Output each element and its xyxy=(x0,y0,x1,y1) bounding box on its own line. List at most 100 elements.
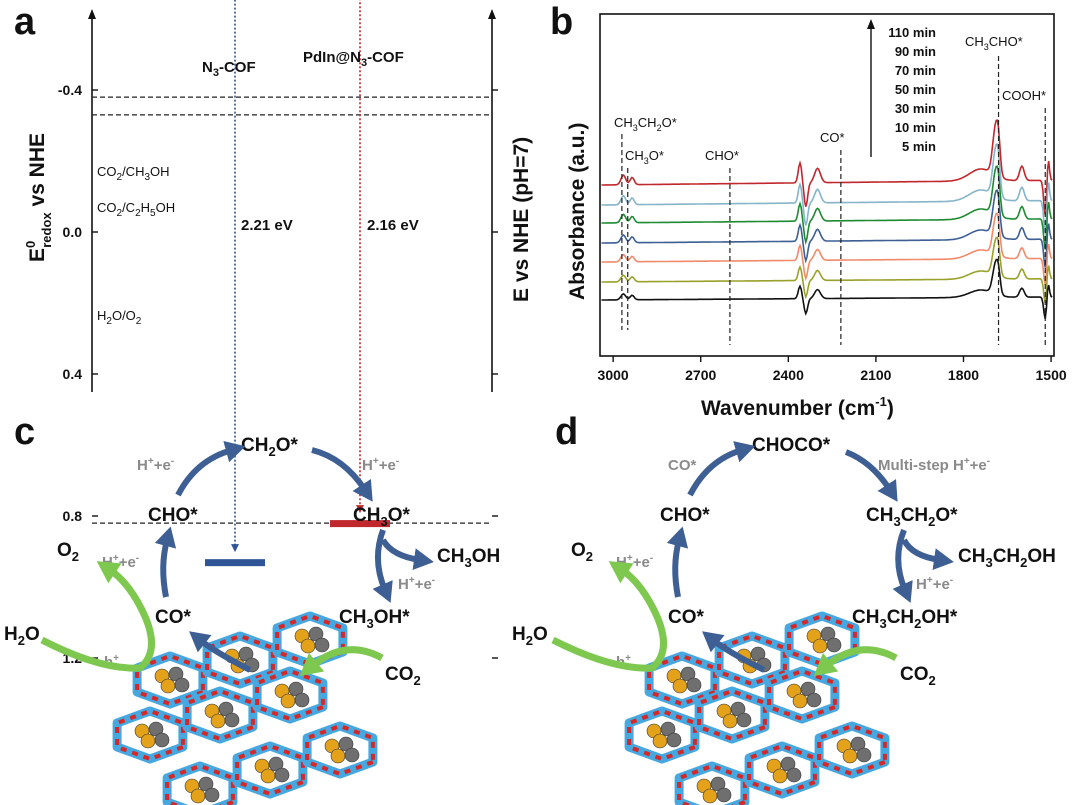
spectrum-line xyxy=(601,212,1053,285)
metal-cluster-sphere xyxy=(190,788,206,804)
x-axis-ticks: 3000 2700 2400 2100 1800 1500 xyxy=(598,356,1067,383)
x-axis-tick-label: 1800 xyxy=(948,367,979,383)
time-label: 70 min xyxy=(895,63,936,78)
metal-cluster-sphere xyxy=(666,732,682,748)
metal-cluster-sphere xyxy=(792,693,808,709)
arrow-release-ch3ch2oh xyxy=(901,538,954,571)
time-labels: 110 min 90 min 70 min 50 min 30 min 10 min 5 m… xyxy=(888,25,936,154)
time-label: 110 min xyxy=(888,25,936,40)
metal-cluster-sphere xyxy=(260,768,276,784)
step-label-h-e-3: H++e- xyxy=(916,575,953,593)
metal-cluster-sphere xyxy=(140,733,156,749)
arrow-ch3ch2o-to-ch3ch2oh xyxy=(892,528,913,603)
x-axis-tick-label: 2700 xyxy=(685,367,716,383)
spectrum-line xyxy=(601,189,1053,268)
metal-cluster-sphere xyxy=(686,677,702,693)
metal-cluster-sphere xyxy=(154,732,170,748)
spectrum-line xyxy=(601,143,1053,234)
species-cho: CHO* xyxy=(148,505,198,526)
arrow-co-to-cho xyxy=(666,526,689,598)
metal-cluster-sphere xyxy=(204,787,220,803)
arrow-co2-adsorption xyxy=(813,646,898,677)
species-ch2o: CH2O* xyxy=(241,435,298,459)
panel-d-letter: d xyxy=(555,411,578,453)
species-co: CO* xyxy=(668,607,705,628)
spectrum-line xyxy=(601,119,1053,216)
metal-cluster-sphere xyxy=(702,788,718,804)
peak-label-cho: CHO* xyxy=(705,148,739,163)
step-label-h-e-2: H++e- xyxy=(362,456,399,474)
panel-b-ir-spectra: b 3000 2700 2400 2100 1800 1500 Wavenumber (c… xyxy=(550,1,1067,420)
material-label-pdin-n3-cof: PdIn@N3-COF xyxy=(303,49,404,69)
left-axis-title: E0redox vs NHE xyxy=(23,133,54,262)
arrow-ch2o-to-ch3o xyxy=(311,447,373,502)
metal-cluster-sphere xyxy=(300,638,316,654)
metal-cluster-sphere xyxy=(812,638,828,654)
metal-cluster-sphere xyxy=(672,678,688,694)
species-cho: CHO* xyxy=(660,505,710,526)
spectrum-line xyxy=(601,165,1053,250)
panel-b-letter: b xyxy=(550,1,573,43)
x-axis-tick-label: 2400 xyxy=(773,367,804,383)
step-label-h-e-1: H++e- xyxy=(137,456,174,474)
cof-framework xyxy=(814,721,890,779)
species-co: CO* xyxy=(155,607,192,628)
cycle-arrows xyxy=(551,441,954,677)
spectrum-line xyxy=(601,236,1053,303)
species-co2: CO2 xyxy=(900,664,936,688)
peak-label-cooh: COOH* xyxy=(1002,88,1046,103)
x-axis-tick-label: 2100 xyxy=(860,367,891,383)
arrow-h2o-oxidation xyxy=(551,561,667,672)
peak-label-ch3ch2o: CH3CH2O* xyxy=(614,115,677,133)
metal-cluster-sphere xyxy=(174,677,190,693)
metal-cluster-sphere xyxy=(344,747,360,763)
band-edges xyxy=(205,0,390,567)
metal-cluster-sphere xyxy=(294,692,310,708)
cof-framework xyxy=(252,666,328,724)
metal-cluster-sphere xyxy=(806,692,822,708)
valence-band-edge xyxy=(330,520,390,528)
left-axis-tick-label: 0.0 xyxy=(63,224,83,240)
peak-label-ch3cho: CH3CHO* xyxy=(965,34,1023,52)
species-co2: CO2 xyxy=(385,664,421,688)
time-label: 5 min xyxy=(902,139,936,154)
right-axis-title: E vs NHE (pH=7) xyxy=(510,137,533,302)
panel-c-methanol-pathway: c CH2O* CHO* CH3O* CH3OH CH3OH* CO* O2 H… xyxy=(4,411,500,805)
step-label-h-e-4: H++e- xyxy=(102,553,139,571)
metal-cluster-sphere xyxy=(330,748,346,764)
metal-cluster-sphere xyxy=(314,637,330,653)
panel-a-letter: a xyxy=(14,1,36,43)
species-ch3ch2o: CH3CH2O* xyxy=(866,505,958,529)
metal-cluster-sphere xyxy=(716,787,732,803)
metal-cluster-sphere xyxy=(274,767,290,783)
peak-label-ch3o: CH3O* xyxy=(625,148,664,166)
arrow-ch3o-to-ch3oh xyxy=(372,528,393,603)
time-label: 50 min xyxy=(895,82,936,97)
cof-framework xyxy=(302,721,378,779)
arrow-surface-to-co xyxy=(702,631,766,673)
time-label: 90 min xyxy=(895,44,936,59)
panel-d-ethanol-pathway: d CHOCO* CHO* CH3CH2O* CH3CH2OH CH3CH2OH… xyxy=(512,411,1056,805)
metal-cluster-sphere xyxy=(826,637,842,653)
arrow-choco-to-ch3ch2o xyxy=(844,449,898,502)
redox-label-co2-c2h5oh: CO2/C2H5OH xyxy=(97,200,175,219)
step-label-co: CO* xyxy=(668,457,697,474)
time-label: 30 min xyxy=(895,101,936,116)
step-label-h-e-3: H++e- xyxy=(398,575,435,593)
valence-band-edge xyxy=(205,559,265,567)
cof-framework xyxy=(764,666,840,724)
bandgap-label-n3-cof: 2.21 eV xyxy=(241,217,293,234)
species-ch3ch2oh-product: CH3CH2OH xyxy=(958,546,1056,570)
metal-cluster-sphere xyxy=(842,748,858,764)
redox-label-h2o-o2: H2O/O2 xyxy=(97,308,142,327)
species-h2o: H2O xyxy=(512,624,548,648)
arrow-surface-to-co xyxy=(189,631,252,673)
panel-a-band-diagram: a -1.6-1.2-0.8-0.40.00.40.81.2 E0redox v… xyxy=(14,0,533,666)
metal-cluster-sphere xyxy=(722,713,738,729)
metal-cluster-sphere xyxy=(224,712,240,728)
metal-cluster-sphere xyxy=(856,747,872,763)
species-h2o: H2O xyxy=(4,624,40,648)
arrow-cho-to-choco xyxy=(687,441,756,497)
redox-potential-lines xyxy=(92,96,492,524)
